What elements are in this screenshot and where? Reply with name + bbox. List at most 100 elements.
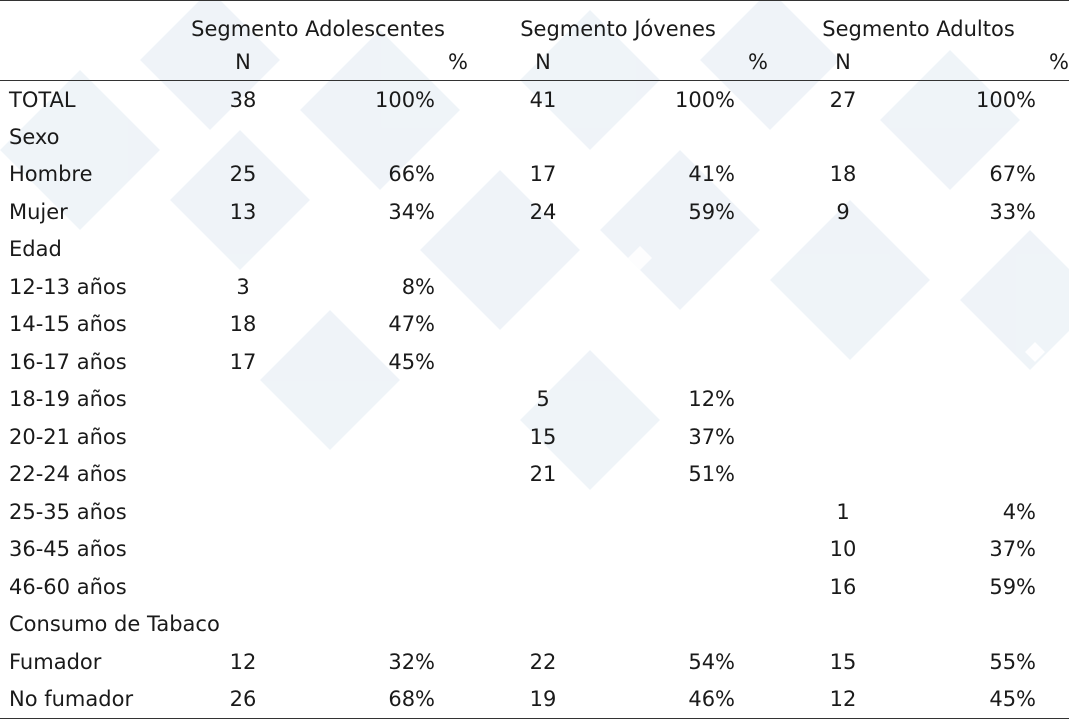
cell-jovenes-percent: 41%: [688, 162, 736, 187]
cell-adolescentes-n: 26: [168, 680, 318, 719]
segment-header-row: Segmento Adolescentes Segmento Jóvenes S…: [0, 0, 1069, 43]
cell-adolescentes-n: [168, 418, 318, 456]
cell-adultos-n: [768, 268, 918, 306]
cell-adultos-percent: 33%: [989, 199, 1037, 224]
cell-adultos-n: 10: [829, 537, 857, 562]
column-header-n: N: [468, 43, 619, 81]
cell-adolescentes-n: [168, 381, 318, 419]
table-row: 25-35 años 1 4%: [0, 493, 1069, 531]
table-row: TOTAL 38 100% 41 100% 27 100%: [0, 81, 1069, 119]
column-header-percent: %: [918, 43, 1069, 81]
table-row: 12-13 años 3 8%: [0, 268, 1069, 306]
table-row: Edad: [0, 231, 1069, 269]
cell-jovenes-n: 22: [529, 649, 557, 674]
cell-adolescentes-n: 12: [229, 649, 257, 674]
cell-adolescentes-n: [168, 456, 318, 494]
cell-jovenes-n: 15: [529, 424, 557, 449]
cell-adolescentes-percent: 45%: [388, 349, 436, 374]
cell-jovenes-n: [468, 268, 618, 306]
column-header-n: N: [768, 43, 919, 81]
column-header-percent: %: [618, 43, 769, 81]
table-row: Mujer 13 34% 24 59% 9 33%: [0, 193, 1069, 231]
cell-adolescentes-n: [168, 493, 318, 531]
cell-adolescentes-percent: [318, 231, 468, 269]
cell-jovenes-percent: 54%: [688, 649, 736, 674]
table-row: 18-19 años 5 12%: [0, 381, 1069, 419]
cell-adultos-percent: [918, 418, 1069, 456]
cell-adolescentes-n: 25: [229, 162, 257, 187]
cell-adultos-n: [768, 306, 918, 344]
cell-jovenes-n: 17: [529, 162, 557, 187]
table-row: Consumo de Tabaco: [0, 606, 1069, 644]
cell-adultos-percent: 45%: [918, 680, 1069, 719]
row-label: Hombre: [9, 162, 93, 187]
row-label: 14-15 años: [9, 312, 127, 337]
cell-adultos-n: [768, 418, 918, 456]
corner-header-cell: [0, 0, 168, 43]
cell-adolescentes-percent: 32%: [388, 649, 436, 674]
cell-adolescentes-percent: 34%: [388, 199, 436, 224]
cell-adultos-percent: [918, 306, 1069, 344]
row-label: TOTAL: [9, 87, 76, 112]
cell-adultos-percent: 100%: [975, 87, 1037, 112]
table-body: TOTAL 38 100% 41 100% 27 100% Sexo Hombre 25 66% 17…: [0, 81, 1069, 719]
row-label: Edad: [9, 237, 62, 262]
cell-adultos-n: 27: [829, 87, 857, 112]
row-label: 46-60 años: [9, 574, 127, 599]
segment-header-adultos: Segmento Adultos: [768, 0, 1069, 43]
cell-adultos-n: [768, 231, 918, 269]
cell-jovenes-n: 24: [529, 199, 557, 224]
cell-adultos-percent: [918, 381, 1069, 419]
cell-jovenes-percent: [618, 531, 768, 569]
cell-jovenes-n: [468, 118, 618, 156]
cell-adultos-n: [768, 606, 918, 644]
segment-header-adolescentes: Segmento Adolescentes: [168, 0, 469, 43]
cell-adolescentes-percent: [318, 568, 468, 606]
cell-jovenes-percent: [618, 343, 768, 381]
row-label: 18-19 años: [9, 387, 127, 412]
cell-jovenes-percent: 46%: [618, 680, 769, 719]
cell-adolescentes-percent: [318, 418, 468, 456]
row-label: 36-45 años: [9, 537, 127, 562]
cell-jovenes-n: 21: [529, 462, 557, 487]
cell-adolescentes-n: 18: [229, 312, 257, 337]
cell-adultos-n: 9: [836, 199, 850, 224]
column-header-percent: %: [318, 43, 469, 81]
cell-adolescentes-n: 38: [229, 87, 257, 112]
cell-jovenes-n: [468, 343, 618, 381]
cell-adultos-n: 1: [836, 499, 850, 524]
table-row: No fumador 26 68% 19 46% 12 45%: [0, 680, 1069, 719]
table-row: Hombre 25 66% 17 41% 18 67%: [0, 156, 1069, 194]
row-label: Consumo de Tabaco: [9, 612, 220, 637]
cell-adolescentes-percent: 100%: [374, 87, 436, 112]
corner-header-cell: [0, 43, 168, 81]
cell-jovenes-n: 5: [536, 387, 550, 412]
column-header-row: N % N % N %: [0, 43, 1069, 81]
cell-adolescentes-percent: 66%: [388, 162, 436, 187]
cell-adultos-n: [768, 118, 918, 156]
segment-header-jovenes: Segmento Jóvenes: [468, 0, 769, 43]
cell-jovenes-percent: [618, 231, 768, 269]
cell-adolescentes-n: [168, 118, 318, 156]
cell-adultos-n: [768, 456, 918, 494]
cell-jovenes-n: 19: [468, 680, 619, 719]
cell-jovenes-n: 41: [529, 87, 557, 112]
table-row: 22-24 años 21 51%: [0, 456, 1069, 494]
cell-adultos-n: 15: [829, 649, 857, 674]
table-row: Fumador 12 32% 22 54% 15 55%: [0, 643, 1069, 681]
cell-jovenes-percent: 51%: [688, 462, 736, 487]
column-header-n: N: [168, 43, 318, 81]
cell-adultos-n: 16: [829, 574, 857, 599]
cell-adolescentes-percent: 47%: [388, 312, 436, 337]
table-row: 36-45 años 10 37%: [0, 531, 1069, 569]
cell-adultos-n: [768, 343, 918, 381]
table-row: 20-21 años 15 37%: [0, 418, 1069, 456]
cell-jovenes-percent: [618, 568, 768, 606]
cell-jovenes-percent: 59%: [688, 199, 736, 224]
row-label: 25-35 años: [9, 499, 127, 524]
cell-jovenes-percent: [618, 118, 768, 156]
cell-adultos-percent: 55%: [989, 649, 1037, 674]
cell-adultos-n: 18: [829, 162, 857, 187]
cell-adolescentes-n: 13: [229, 199, 257, 224]
